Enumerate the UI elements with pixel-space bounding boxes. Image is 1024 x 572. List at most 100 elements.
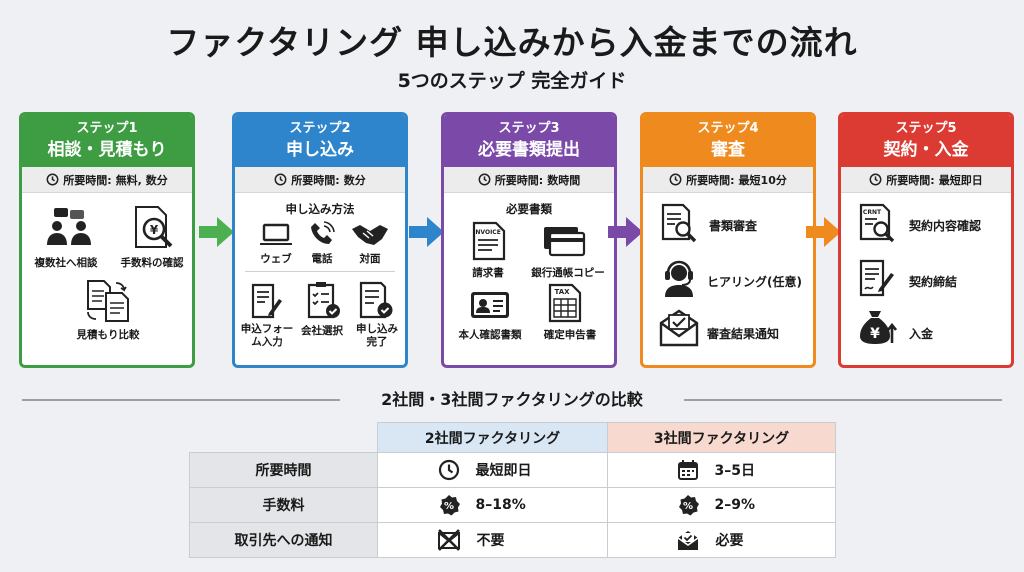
table-header-row: 2社間ファクタリング 3社間ファクタリング — [190, 422, 836, 453]
item-label: 申し込み 完了 — [356, 323, 398, 348]
item-label: 見積もり比較 — [76, 329, 140, 341]
step-header: ステップ3 必要書類提出 — [444, 115, 614, 167]
item-label: 請求書 — [472, 267, 504, 279]
step-header: ステップ1 相談・見積もり — [22, 115, 192, 167]
section-divider-right — [684, 399, 1002, 401]
section-divider-left — [22, 399, 340, 401]
cell-value: 3–5日 — [714, 463, 755, 479]
table-cell: 3–5日 — [607, 452, 836, 488]
step-name: 契約・入金 — [883, 140, 969, 160]
document-review-icon — [661, 203, 697, 243]
page-title: ファクタリング 申し込みから入金までの流れ — [166, 23, 858, 62]
item-label: 書類審査 — [709, 219, 758, 233]
table-row: 取引先への通知 不要 必要 — [189, 522, 836, 558]
cell-value: 必要 — [715, 533, 744, 549]
time-label: 所要時間: — [291, 173, 340, 187]
time-label: 所要時間: — [494, 173, 544, 187]
phone-icon — [311, 221, 335, 244]
step-card-1: ステップ1 相談・見積もり 所要時間: 無料, 数分 ¥ 複数社へ相談 手数料の… — [19, 112, 195, 368]
step-time: 所要時間: 数時間 — [444, 167, 614, 193]
time-value: 数分 — [343, 173, 366, 187]
item-label: 銀行通帳コピー — [531, 267, 605, 279]
result-mail-icon — [659, 309, 699, 347]
method-label: 対面 — [359, 253, 381, 265]
clock-icon — [478, 173, 491, 186]
method-heading: 申し込み方法 — [285, 202, 355, 216]
item-label: 入金 — [909, 327, 934, 341]
item-label: 本人確認書類 — [458, 329, 522, 341]
svg-text:%: % — [682, 501, 692, 512]
headset-icon — [665, 260, 693, 297]
cell-value: 8–18% — [475, 497, 526, 513]
page-subtitle: 5つのステップ 完全ガイド — [397, 70, 627, 92]
step-time: 所要時間: 数分 — [235, 167, 405, 193]
step-name: 申し込み — [286, 140, 354, 160]
time-label: 所要時間: — [886, 173, 935, 187]
item-label: 確定申告書 — [543, 329, 597, 341]
time-label: 所要時間: — [63, 173, 112, 187]
table-row: 手数料 % 8–18% % 2–9% — [189, 487, 836, 523]
tax-return-icon: TAX — [548, 283, 582, 323]
step-number: ステップ3 — [498, 121, 560, 136]
checklist-icon — [307, 282, 340, 319]
step-number: ステップ4 — [697, 121, 759, 136]
header-empty-cell — [190, 423, 378, 453]
sign-contract-icon — [859, 259, 894, 297]
method-label: 電話 — [311, 253, 333, 265]
step-card-2: ステップ2 申し込み 所要時間: 数分 申し込み方法 ウェブ 電話 対面 申込フ… — [232, 112, 408, 368]
step-header: ステップ5 契約・入金 — [841, 115, 1011, 167]
clock-icon — [438, 459, 459, 481]
step-body: 申し込み方法 ウェブ 電話 対面 申込フォー ム入力 会社選択 申し込み 完了 — [235, 193, 405, 365]
bank-book-icon — [544, 227, 586, 257]
step-header: ステップ4 審査 — [643, 115, 813, 167]
table-cell: 最短即日 — [377, 452, 608, 488]
step-body: 書類審査 ヒアリング(任意) 審査結果通知 — [643, 193, 813, 365]
step-name: 審査 — [711, 140, 745, 160]
flow-arrow-icon — [409, 217, 444, 247]
step-number: ステップ1 — [76, 121, 138, 136]
time-value: 無料, 数分 — [115, 173, 168, 187]
time-value: 最短10分 — [738, 173, 787, 187]
item-label: 契約締結 — [909, 275, 958, 289]
calendar-icon — [677, 460, 698, 480]
invoice-icon: INVOICE — [472, 221, 506, 261]
table-cell: % 2–9% — [607, 487, 836, 523]
invoice-icon-text: INVOICE — [473, 229, 501, 236]
tax-icon-text: TAX — [554, 288, 570, 296]
item-label: 契約内容確認 — [909, 219, 982, 233]
table-cell: 不要 — [377, 522, 608, 558]
item-label: 複数社へ相談 — [34, 257, 98, 269]
step-time: 所要時間: 無料, 数分 — [22, 167, 192, 193]
time-value: 数時間 — [547, 173, 581, 187]
step-name: 必要書類提出 — [478, 140, 580, 160]
laptop-icon — [260, 223, 292, 245]
application-complete-icon — [359, 281, 393, 319]
step-header: ステップ2 申し込み — [235, 115, 405, 167]
flow-arrow-icon — [199, 217, 234, 247]
row-label: 所要時間 — [189, 452, 378, 488]
cell-value: 最短即日 — [475, 463, 532, 479]
money-icon-text: ¥ — [870, 326, 880, 342]
svg-text:¥: ¥ — [150, 223, 159, 237]
cell-value: 不要 — [476, 533, 505, 549]
item-label: 手数料の確認 — [120, 257, 184, 269]
contract-review-icon: CRNT — [859, 203, 895, 243]
time-value: 最短即日 — [938, 173, 983, 187]
table-cell: 必要 — [607, 522, 836, 558]
step-body: 必要書類 INVOICE 請求書 銀行通帳コピー TAX 本人確認書類 確定申告… — [444, 193, 614, 365]
step-time: 所要時間: 最短即日 — [841, 167, 1011, 193]
flow-arrow-icon — [608, 217, 643, 247]
item-label: ヒアリング(任意) — [707, 275, 802, 289]
handshake-icon — [352, 225, 388, 245]
documents-heading: 必要書類 — [506, 202, 552, 216]
id-card-icon — [471, 292, 509, 318]
flow-arrow-icon — [806, 217, 841, 247]
money-bag-icon: ¥ — [860, 311, 897, 344]
clock-icon — [274, 173, 287, 186]
step-body: ¥ 複数社へ相談 手数料の確認 見積もり比較 — [22, 193, 192, 365]
compare-documents-icon — [87, 280, 129, 322]
clock-icon — [669, 173, 682, 186]
clock-icon — [869, 173, 882, 186]
step-card-4: ステップ4 審査 所要時間: 最短10分 書類審査 ヒアリング(任意) 審査結果… — [640, 112, 816, 368]
step-number: ステップ2 — [289, 121, 351, 136]
